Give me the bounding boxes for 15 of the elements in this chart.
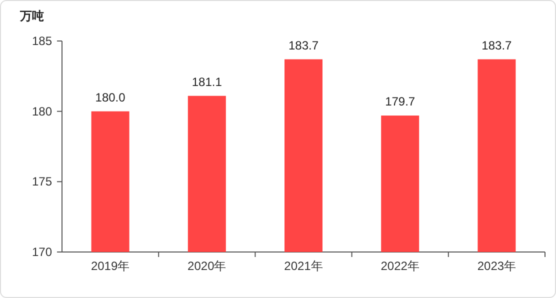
y-tick-label: 175 [32,174,52,189]
y-tick-label: 170 [32,245,52,259]
x-tick-label: 2020年 [188,259,226,273]
data-label: 181.1 [192,74,222,89]
y-tick-label: 180 [32,104,52,118]
data-label: 180.0 [95,90,126,104]
y-tick-label: 185 [32,34,52,48]
x-tick-label: 2019年 [90,259,130,273]
x-tick-label: 2021年 [284,259,323,273]
data-label: 183.7 [482,38,512,52]
data-label: 183.7 [288,38,319,52]
x-tick-label: 2023年 [477,259,516,273]
x-tick-label: 2022年 [380,259,420,273]
y-axis-title: 万吨 [19,9,44,23]
data-label: 179.7 [385,94,416,109]
